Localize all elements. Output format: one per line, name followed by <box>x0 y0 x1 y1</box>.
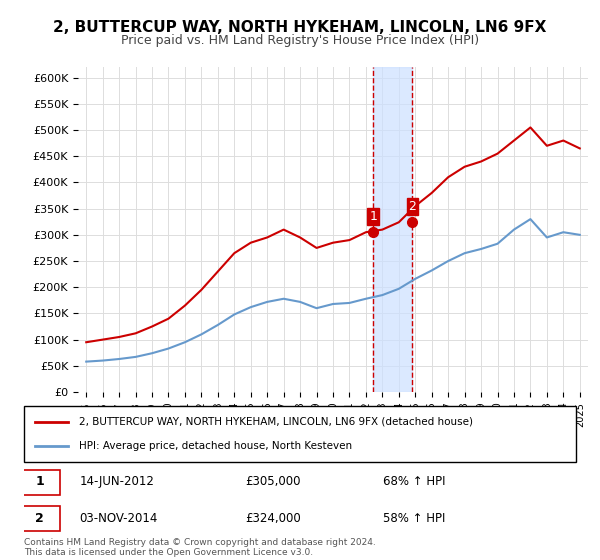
FancyBboxPatch shape <box>24 406 576 462</box>
Text: 2: 2 <box>409 200 416 213</box>
FancyBboxPatch shape <box>19 470 60 494</box>
FancyBboxPatch shape <box>19 506 60 531</box>
Text: 14-JUN-2012: 14-JUN-2012 <box>79 475 154 488</box>
Text: 03-NOV-2014: 03-NOV-2014 <box>79 512 158 525</box>
Text: 1: 1 <box>370 210 377 223</box>
Text: 1: 1 <box>35 475 44 488</box>
Bar <box>373 67 412 392</box>
Text: Contains HM Land Registry data © Crown copyright and database right 2024.
This d: Contains HM Land Registry data © Crown c… <box>24 538 376 557</box>
Text: 2, BUTTERCUP WAY, NORTH HYKEHAM, LINCOLN, LN6 9FX (detached house): 2, BUTTERCUP WAY, NORTH HYKEHAM, LINCOLN… <box>79 417 473 427</box>
Text: 58% ↑ HPI: 58% ↑ HPI <box>383 512 445 525</box>
Text: 68% ↑ HPI: 68% ↑ HPI <box>383 475 445 488</box>
Text: HPI: Average price, detached house, North Kesteven: HPI: Average price, detached house, Nort… <box>79 441 352 451</box>
Text: £324,000: £324,000 <box>245 512 301 525</box>
Text: Price paid vs. HM Land Registry's House Price Index (HPI): Price paid vs. HM Land Registry's House … <box>121 34 479 46</box>
Text: 2: 2 <box>35 512 44 525</box>
Text: £305,000: £305,000 <box>245 475 301 488</box>
Text: 2, BUTTERCUP WAY, NORTH HYKEHAM, LINCOLN, LN6 9FX: 2, BUTTERCUP WAY, NORTH HYKEHAM, LINCOLN… <box>53 20 547 35</box>
